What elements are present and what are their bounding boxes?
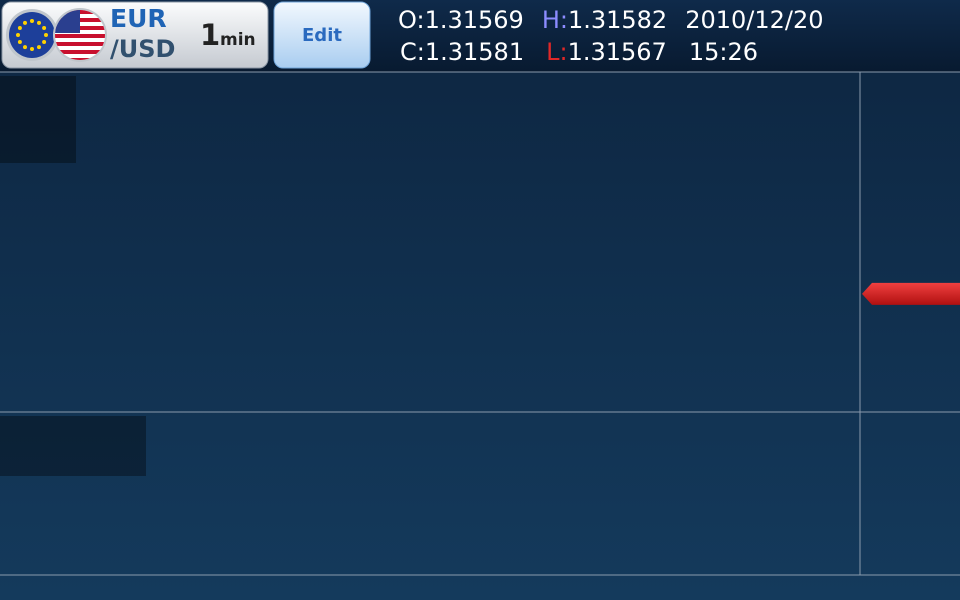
text-layer <box>0 76 960 476</box>
date: 2010/12/20 <box>685 6 823 34</box>
edit-button-label[interactable]: Edit <box>302 25 342 46</box>
pair-quote: /USD <box>110 35 175 63</box>
eu-stars <box>16 19 48 51</box>
eu-flag <box>9 12 55 58</box>
time: 15:26 <box>689 38 758 66</box>
close-value: 1.31581 <box>425 38 524 66</box>
legend-box <box>0 416 146 476</box>
open-label: O: <box>398 6 425 34</box>
price-tag <box>862 282 960 305</box>
ohlc-row-1: O:1.31569 H:1.31582 2010/12/20 <box>398 6 824 34</box>
pair-selector[interactable]: EUR /USD 1 min <box>1 1 269 69</box>
pair-base: EUR <box>110 4 167 33</box>
interval-unit: min <box>220 30 256 50</box>
edit-button[interactable] <box>273 1 371 69</box>
us-flag <box>55 10 105 60</box>
legend-box <box>0 76 76 163</box>
ohlc-row-2: C:1.31581 L:1.31567 15:26 <box>400 38 758 66</box>
interval: 1 <box>200 18 220 52</box>
low-value: 1.31567 <box>568 38 667 66</box>
high-value: 1.31582 <box>568 6 667 34</box>
close-label: C: <box>400 38 425 66</box>
low-label: L: <box>546 38 567 66</box>
high-label: H: <box>542 6 568 34</box>
open-value: 1.31569 <box>425 6 524 34</box>
